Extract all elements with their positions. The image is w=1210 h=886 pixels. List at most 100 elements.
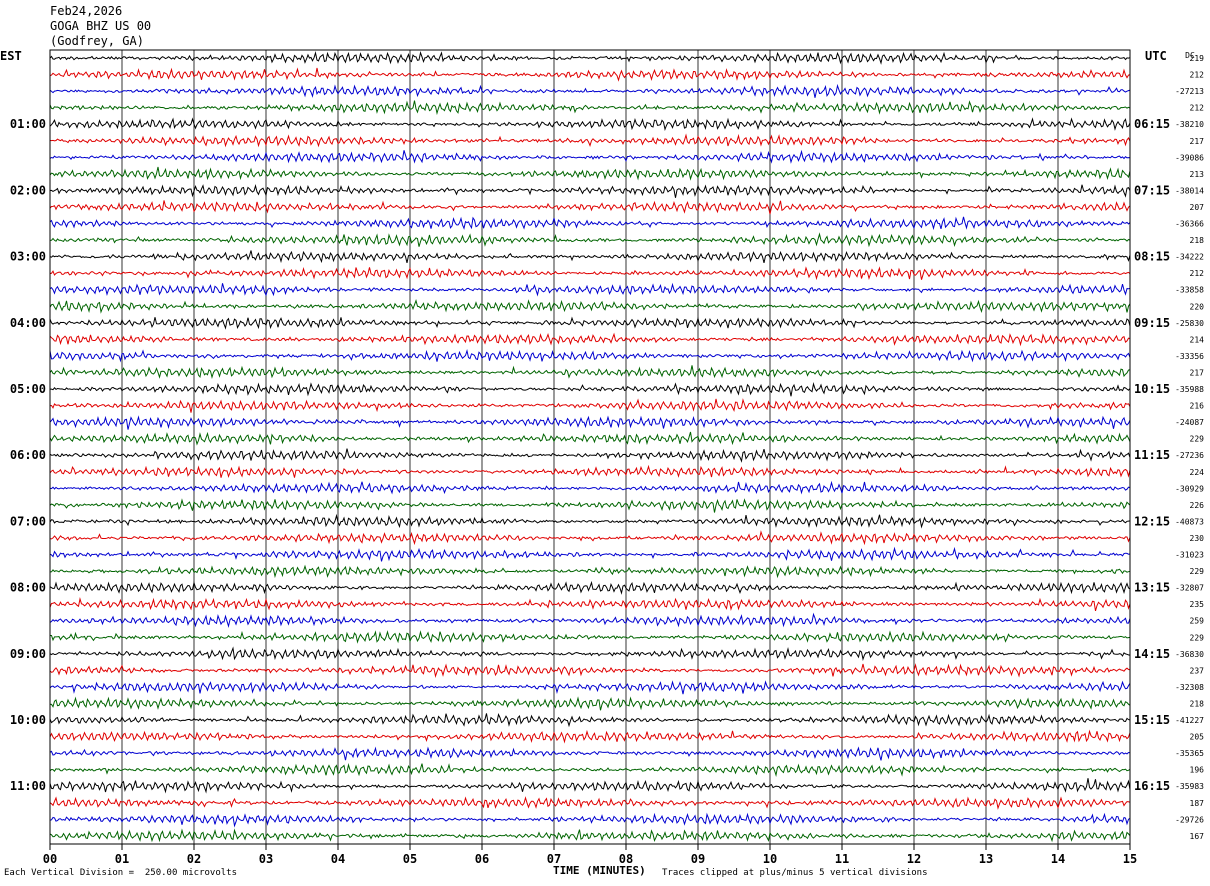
seismic-traces: [49, 51, 1131, 843]
seismic-trace: [49, 564, 1131, 579]
left-hour-label: 06:00: [10, 448, 46, 462]
seismic-trace: [49, 232, 1131, 248]
trace-dc-value: -35983: [1175, 782, 1204, 791]
seismic-trace: [49, 812, 1131, 828]
trace-dc-value: 216: [1190, 402, 1205, 411]
trace-dc-value: 229: [1190, 567, 1205, 576]
trace-dc-value: 237: [1190, 666, 1205, 675]
trace-dc-value: -40873: [1175, 517, 1204, 526]
seismic-trace: [49, 498, 1131, 513]
trace-dc-value: -36366: [1175, 220, 1204, 229]
trace-dc-value: 226: [1190, 501, 1205, 510]
left-hour-label: 04:00: [10, 316, 46, 330]
trace-dc-value: -38014: [1175, 186, 1204, 195]
seismic-trace: [49, 763, 1131, 777]
left-hour-label: 10:00: [10, 713, 46, 727]
left-hour-label: 07:00: [10, 514, 46, 528]
trace-dc-value: 218: [1190, 236, 1205, 245]
trace-dc-value: -38210: [1175, 120, 1204, 129]
dc-column-header: DC: [1185, 51, 1195, 60]
seismic-trace: [49, 365, 1131, 379]
right-hour-label: 16:15: [1134, 779, 1170, 793]
seismic-trace: [49, 184, 1131, 198]
trace-dc-value: -35988: [1175, 385, 1204, 394]
seismic-trace: [49, 415, 1131, 430]
trace-dc-value: -32807: [1175, 584, 1204, 593]
x-tick-label: 13: [979, 852, 993, 866]
trace-dc-value: -33858: [1175, 286, 1204, 295]
right-hour-label: 06:15: [1134, 117, 1170, 131]
left-hour-label: 05:00: [10, 382, 46, 396]
plot-date: Feb24,2026: [50, 4, 123, 18]
left-hour-label: 03:00: [10, 250, 46, 264]
trace-dc-value: -27213: [1175, 87, 1204, 96]
seismic-trace: [49, 200, 1131, 215]
seismic-trace: [49, 266, 1131, 281]
trace-dc-value: 167: [1190, 832, 1205, 841]
x-tick-label: 11: [835, 852, 849, 866]
seismic-trace: [49, 712, 1131, 728]
seismic-trace: [49, 316, 1131, 330]
seismic-trace: [49, 729, 1131, 744]
right-hour-label: 09:15: [1134, 316, 1170, 330]
trace-dc-value: 220: [1190, 302, 1205, 311]
seismic-trace: [49, 696, 1131, 711]
x-tick-label: 02: [187, 852, 201, 866]
x-tick-label: 04: [331, 852, 345, 866]
axis-labels: 00 01 02 03 04 05 06 07 08 09 10 11 12 13 14 15 219 212 -2…: [10, 51, 1204, 866]
right-hour-label: 08:15: [1134, 250, 1170, 264]
seismic-trace: [49, 51, 1131, 65]
right-hour-label: 14:15: [1134, 647, 1170, 661]
seismic-trace: [49, 646, 1131, 661]
left-hour-label: 11:00: [10, 779, 46, 793]
x-tick-label: 14: [1051, 852, 1065, 866]
trace-dc-value: 224: [1190, 468, 1205, 477]
x-tick-label: 10: [763, 852, 777, 866]
scale-note: Each Vertical Division = 250.00 microvol…: [4, 868, 237, 878]
left-hour-label: 01:00: [10, 117, 46, 131]
x-tick-label: 15: [1123, 852, 1137, 866]
seismic-trace: [49, 100, 1131, 116]
seismic-trace: [49, 464, 1131, 479]
trace-dc-value: 259: [1190, 617, 1205, 626]
seismic-trace: [49, 448, 1131, 463]
trace-dc-value: 214: [1190, 335, 1205, 344]
trace-dc-value: 219: [1190, 54, 1205, 63]
trace-dc-value: -25830: [1175, 319, 1204, 328]
trace-dc-value: 218: [1190, 699, 1205, 708]
seismic-trace: [49, 796, 1131, 810]
left-hour-label: 08:00: [10, 581, 46, 595]
trace-dc-value: 217: [1190, 137, 1205, 146]
seismic-trace: [49, 828, 1131, 843]
seismic-trace: [49, 117, 1131, 131]
trace-dc-value: 229: [1190, 435, 1205, 444]
station-location: (Godfrey, GA): [50, 34, 144, 48]
right-hour-label: 15:15: [1134, 713, 1170, 727]
x-tick-label: 12: [907, 852, 921, 866]
x-tick-label: 09: [691, 852, 705, 866]
seismic-trace: [49, 216, 1131, 231]
trace-dc-value: 187: [1190, 799, 1205, 808]
seismic-trace: [49, 398, 1131, 413]
seismic-trace: [49, 597, 1131, 612]
seismic-trace: [49, 480, 1131, 495]
trace-dc-value: -29726: [1175, 815, 1204, 824]
left-hour-label: 09:00: [10, 647, 46, 661]
trace-dc-value: 212: [1190, 269, 1205, 278]
seismic-trace: [49, 580, 1131, 595]
seismic-trace: [49, 663, 1131, 679]
x-axis-title: TIME (MINUTES): [553, 864, 646, 877]
seismic-trace: [49, 299, 1131, 314]
trace-dc-value: -36830: [1175, 650, 1204, 659]
clip-note: Traces clipped at plus/minus 5 vertical …: [662, 868, 928, 878]
seismic-trace: [49, 546, 1131, 562]
x-tick-label: 07: [547, 852, 561, 866]
trace-dc-value: -41227: [1175, 716, 1204, 725]
seismic-trace: [49, 431, 1131, 446]
left-timezone-label: EST: [0, 49, 22, 63]
trace-dc-value: -24087: [1175, 418, 1204, 427]
trace-dc-value: -39086: [1175, 153, 1204, 162]
trace-dc-value: -34222: [1175, 253, 1204, 262]
seismic-trace: [49, 680, 1131, 695]
